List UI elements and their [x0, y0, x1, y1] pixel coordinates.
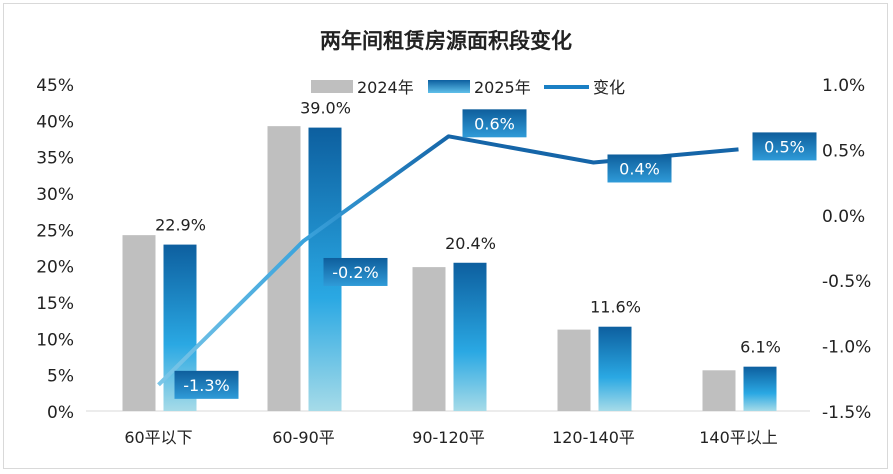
change-label-box [462, 109, 527, 138]
left-axis-tick: 45% [36, 76, 74, 96]
right-axis-tick: -1.5% [822, 403, 871, 423]
change-label-box [174, 370, 239, 399]
change-label: 0.6% [474, 114, 515, 133]
left-axis-tick: 40% [36, 112, 74, 132]
left-axis-tick: 25% [36, 221, 74, 241]
legend: 2024年 2025年 变化 [311, 78, 625, 97]
change-label: 0.5% [764, 137, 805, 156]
legend-label-2024: 2024年 [357, 78, 414, 97]
change-label: -1.3% [183, 376, 229, 395]
bar-2024 [702, 370, 736, 411]
bar-2025-label: 22.9% [155, 216, 206, 235]
chart-title: 两年间租赁房源面积段变化 [320, 29, 572, 53]
x-axis-tick: 60平以下 [124, 428, 192, 447]
bar-2025 [598, 326, 632, 411]
change-label-box [752, 132, 817, 161]
left-axis-tick: 30% [36, 185, 74, 205]
change-label: 0.4% [619, 159, 660, 178]
change-label: -0.2% [332, 263, 378, 282]
x-axis-tick: 120-140平 [552, 428, 635, 447]
bar-2025 [453, 262, 487, 411]
change-label-box [323, 257, 388, 286]
legend-label-change: 变化 [593, 78, 625, 97]
right-axis-tick: 1.0% [822, 76, 865, 96]
chart-frame [3, 3, 888, 469]
right-axis-tick: 0.0% [822, 207, 865, 227]
right-axis-tick: -1.0% [822, 338, 871, 358]
left-axis-tick: 0% [47, 403, 74, 423]
x-axis-tick: 140平以上 [699, 428, 778, 447]
left-axis-tick: 5% [47, 367, 74, 387]
left-axis-tick: 10% [36, 330, 74, 350]
bar-2024 [122, 235, 156, 411]
change-label-box [607, 154, 672, 183]
bar-2025-label: 6.1% [740, 338, 781, 357]
left-axis-tick: 20% [36, 258, 74, 278]
x-axis-tick: 60-90平 [272, 428, 335, 447]
right-axis-tick: -0.5% [822, 272, 871, 292]
bar-2025-label: 20.4% [445, 234, 496, 253]
legend-swatch-2025 [428, 80, 470, 93]
left-axis-tick: 15% [36, 294, 74, 314]
legend-swatch-2024 [311, 80, 353, 93]
bar-2025-label: 11.6% [590, 298, 641, 317]
bar-2024 [557, 329, 591, 411]
bar-2025 [743, 366, 777, 411]
bar-2024 [267, 126, 301, 411]
legend-label-2025: 2025年 [474, 78, 531, 97]
right-axis-tick: 0.5% [822, 141, 865, 161]
bar-2024 [412, 267, 446, 411]
bar-2025-label: 39.0% [300, 99, 351, 118]
x-axis-tick: 90-120平 [412, 428, 485, 447]
left-axis-tick: 35% [36, 149, 74, 169]
